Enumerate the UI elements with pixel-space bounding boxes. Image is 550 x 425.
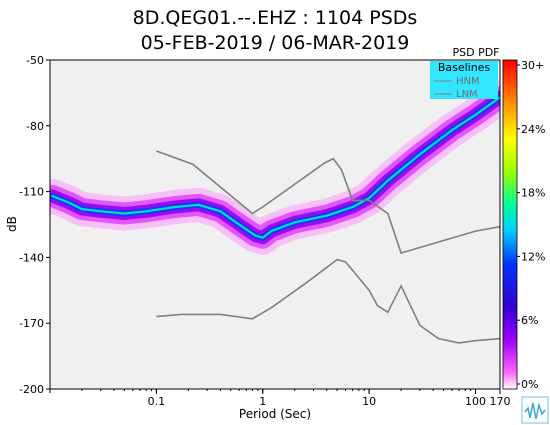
baseline-legend: Baselines HNM LNM [430, 61, 498, 100]
baseline-hnm-line [156, 150, 500, 254]
colorbar-tick-label: 30+ [521, 59, 544, 72]
chart-title: 8D.QEG01.--.EHZ : 1104 PSDs [133, 7, 418, 29]
y-axis-label: dB [5, 216, 19, 232]
y-tick-label: -50 [26, 54, 44, 67]
x-tick-label: 10 [362, 395, 376, 408]
x-tick-label: 170 [490, 395, 511, 408]
legend-title: Baselines [438, 61, 491, 74]
x-tick-label: 100 [465, 395, 486, 408]
x-tick-label: 0.1 [148, 395, 166, 408]
y-axis: -50 -80 -110 -140 -170 -200 [19, 54, 50, 396]
y-tick-label: -170 [19, 317, 44, 330]
colorbar-tick-label: 18% [521, 187, 545, 200]
legend-hnm-label: HNM [456, 76, 480, 87]
x-tick-label: 1 [259, 395, 266, 408]
legend-lnm-label: LNM [456, 89, 478, 100]
logo-icon [521, 396, 549, 424]
colorbar-title: PSD PDF [452, 46, 499, 59]
colorbar-tick-label: 6% [521, 314, 538, 327]
colorbar: PSD PDF 30+ 24% 18% 12% 6% 0% [452, 46, 545, 391]
y-tick-label: -140 [19, 251, 44, 264]
x-axis-label: Period (Sec) [239, 407, 311, 421]
baseline-lnm-line [156, 258, 500, 344]
y-tick-label: -200 [19, 383, 44, 396]
pdf-mode-line [51, 96, 500, 239]
y-tick-label: -80 [26, 120, 44, 133]
x-axis: 0.1 1 10 100 170 [49, 389, 511, 408]
y-tick-label: -110 [19, 186, 44, 199]
baseline-layer [156, 150, 500, 344]
colorbar-tick-label: 12% [521, 250, 545, 263]
chart-subtitle: 05-FEB-2019 / 06-MAR-2019 [141, 32, 410, 54]
colorbar-gradient [502, 59, 518, 390]
pdf-density-layer [50, 80, 500, 255]
plot-frame [49, 59, 501, 390]
colorbar-tick-label: 0% [521, 378, 538, 391]
legend-box [430, 61, 498, 99]
colorbar-tick-label: 24% [521, 123, 545, 136]
